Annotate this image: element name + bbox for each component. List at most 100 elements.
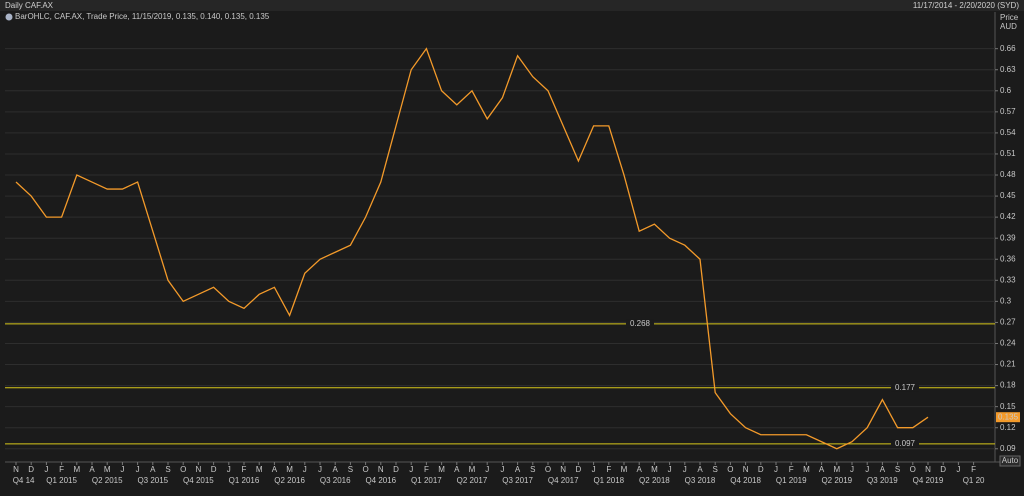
- x-tick-label: D: [576, 465, 582, 474]
- chart-title: Daily CAF.AX: [5, 1, 54, 10]
- x-tick-label: J: [409, 465, 413, 474]
- y-tick-label: 0.51: [1000, 149, 1016, 158]
- last-price-box: [996, 412, 1020, 423]
- x-tick-label: M: [73, 465, 80, 474]
- x-tick-label: N: [13, 465, 19, 474]
- x-tick-label: F: [59, 465, 64, 474]
- x-tick-label: J: [500, 465, 504, 474]
- quarter-label: Q4 2016: [365, 476, 396, 485]
- quarter-label: Q1 20: [963, 476, 985, 485]
- auto-button[interactable]: [999, 455, 1021, 467]
- x-tick-label: N: [196, 465, 202, 474]
- y-tick-label: 0.24: [1000, 339, 1016, 348]
- x-tick-label: M: [438, 465, 445, 474]
- x-tick-label: O: [362, 465, 368, 474]
- x-tick-label: N: [560, 465, 566, 474]
- x-tick-label: S: [895, 465, 900, 474]
- x-tick-label: F: [606, 465, 611, 474]
- y-tick-label: 0.39: [1000, 233, 1016, 242]
- x-tick-label: D: [28, 465, 34, 474]
- y-tick-label: 0.6: [1000, 86, 1012, 95]
- x-tick-label: A: [89, 465, 95, 474]
- quarter-label: Q4 2019: [913, 476, 944, 485]
- horizontal-line-label-bg: [626, 319, 654, 328]
- y-tick-label: 0.48: [1000, 170, 1016, 179]
- quarter-label: Q3 2018: [685, 476, 716, 485]
- x-tick-label: F: [242, 465, 247, 474]
- quarter-label: Q2 2018: [639, 476, 670, 485]
- x-tick-label: F: [424, 465, 429, 474]
- y-tick-label: 0.18: [1000, 381, 1016, 390]
- quarter-label: Q1 2019: [776, 476, 807, 485]
- x-tick-label: J: [136, 465, 140, 474]
- x-tick-label: O: [727, 465, 733, 474]
- quarter-label: Q1 2017: [411, 476, 442, 485]
- x-tick-label: D: [940, 465, 946, 474]
- quarter-label: Q4 2017: [548, 476, 579, 485]
- x-tick-label: J: [44, 465, 48, 474]
- x-tick-label: A: [515, 465, 521, 474]
- auto-label: Auto: [1002, 456, 1019, 465]
- x-tick-label: F: [971, 465, 976, 474]
- y-tick-label: 0.54: [1000, 128, 1016, 137]
- quarter-label: Q4 14: [13, 476, 35, 485]
- x-tick-label: A: [819, 465, 825, 474]
- price-line: [15, 47, 929, 450]
- quarter-label: Q1 2018: [593, 476, 624, 485]
- x-tick-label: N: [743, 465, 749, 474]
- x-tick-label: A: [150, 465, 156, 474]
- y-tick-label: 0.63: [1000, 65, 1016, 74]
- x-tick-label: O: [180, 465, 186, 474]
- y-tick-label: 0.45: [1000, 191, 1016, 200]
- x-tick-label: M: [104, 465, 111, 474]
- quarter-label: Q3 2015: [137, 476, 168, 485]
- x-tick-label: J: [683, 465, 687, 474]
- x-tick-label: S: [530, 465, 535, 474]
- x-tick-label: O: [910, 465, 916, 474]
- x-tick-label: M: [651, 465, 658, 474]
- y-tick-label: 0.21: [1000, 360, 1016, 369]
- x-tick-label: J: [120, 465, 124, 474]
- x-tick-label: M: [833, 465, 840, 474]
- horizontal-line-label: 0.177: [895, 383, 916, 392]
- quarter-label: Q2 2016: [274, 476, 305, 485]
- quarter-label: Q4 2015: [183, 476, 214, 485]
- quarter-label: Q2 2019: [821, 476, 852, 485]
- x-tick-label: J: [227, 465, 231, 474]
- y-axis-label: Price: [1000, 13, 1019, 22]
- x-tick-label: J: [956, 465, 960, 474]
- y-axis-unit: AUD: [1000, 22, 1017, 31]
- x-tick-label: J: [485, 465, 489, 474]
- x-tick-label: J: [592, 465, 596, 474]
- quarter-label: Q3 2016: [320, 476, 351, 485]
- x-tick-label: D: [211, 465, 217, 474]
- horizontal-line-label-bg: [891, 439, 919, 448]
- x-tick-label: A: [880, 465, 886, 474]
- x-tick-label: S: [713, 465, 718, 474]
- x-tick-label: M: [469, 465, 476, 474]
- x-tick-label: J: [865, 465, 869, 474]
- quarter-label: Q1 2016: [229, 476, 260, 485]
- x-tick-label: J: [668, 465, 672, 474]
- legend-icon[interactable]: [5, 13, 13, 21]
- quarter-label: Q2 2017: [457, 476, 488, 485]
- header-bar: [0, 0, 1024, 11]
- date-range: 11/17/2014 - 2/20/2020 (SYD): [913, 1, 1019, 10]
- x-tick-label: A: [272, 465, 278, 474]
- quarter-label: Q2 2015: [92, 476, 123, 485]
- quarter-label: Q1 2015: [46, 476, 77, 485]
- legend-text: BarOHLC, CAF.AX, Trade Price, 11/15/2019…: [15, 12, 270, 21]
- quarter-label: Q3 2017: [502, 476, 533, 485]
- x-tick-label: J: [303, 465, 307, 474]
- x-tick-label: D: [758, 465, 764, 474]
- x-tick-label: N: [925, 465, 931, 474]
- y-tick-label: 0.09: [1000, 444, 1016, 453]
- y-tick-label: 0.36: [1000, 254, 1016, 263]
- x-tick-label: N: [378, 465, 384, 474]
- quarter-label: Q4 2018: [730, 476, 761, 485]
- x-tick-label: M: [803, 465, 810, 474]
- y-tick-label: 0.27: [1000, 318, 1016, 327]
- x-tick-label: A: [454, 465, 460, 474]
- y-tick-label: 0.33: [1000, 275, 1016, 284]
